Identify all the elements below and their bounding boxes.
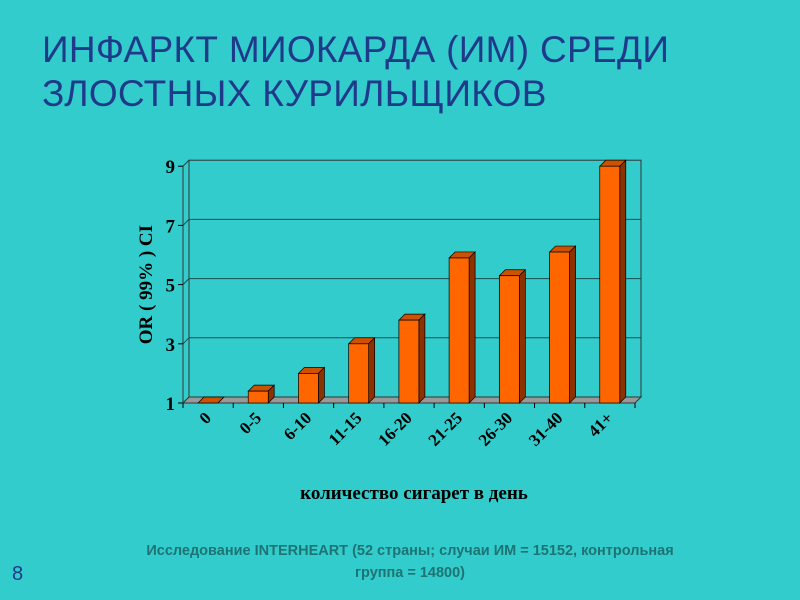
bar-side xyxy=(418,313,426,404)
x-axis-title: количество сигарет в день xyxy=(300,483,528,504)
bar-6-10 xyxy=(298,373,319,404)
title-line-2: ЗЛОСТНЫХ КУРИЛЬЩИКОВ xyxy=(42,73,547,114)
gridline-depth xyxy=(182,337,190,345)
bar-side xyxy=(368,336,376,404)
gridline-depth xyxy=(182,159,190,167)
x-tick-label: 31-40 xyxy=(525,408,566,449)
slide-title: ИНФАРКТ МИОКАРДА (ИМ) СРЕДИ ЗЛОСТНЫХ КУР… xyxy=(42,28,669,116)
bar-side xyxy=(217,396,225,404)
footnote-line-1: Исследование INTERHEART (52 страны; случ… xyxy=(146,543,674,559)
bar-0-5 xyxy=(247,390,269,404)
gridline-depth xyxy=(182,278,190,285)
bar-side xyxy=(619,159,627,404)
bar-side xyxy=(518,268,526,404)
y-tick-label: 3 xyxy=(166,335,176,356)
bar-16-20 xyxy=(398,319,420,404)
x-tick-label: 21-25 xyxy=(425,408,466,449)
x-tick-label: 0 xyxy=(195,408,214,427)
x-tick-label: 0-5 xyxy=(236,408,265,437)
title-line-1: ИНФАРКТ МИОКАРДА (ИМ) СРЕДИ xyxy=(42,29,670,70)
bar-21-25 xyxy=(448,257,470,404)
bar-26-30 xyxy=(498,275,520,404)
x-tick-label: 16-20 xyxy=(374,408,415,449)
x-tick-label: 11-15 xyxy=(325,408,366,449)
bar-side xyxy=(569,245,576,404)
bar-side xyxy=(468,251,476,404)
gridline-depth xyxy=(182,219,190,226)
y-axis-title: OR ( 99% ) CI xyxy=(136,225,157,344)
bar-31-40 xyxy=(549,251,570,404)
y-tick-label: 5 xyxy=(166,276,176,297)
footnote: Исследование INTERHEART (52 страны; случ… xyxy=(60,540,760,584)
y-tick-label: 7 xyxy=(166,216,176,237)
y-tick-label: 1 xyxy=(166,394,176,415)
x-tick-label: 41+ xyxy=(584,408,616,440)
y-tick-label: 9 xyxy=(166,157,176,178)
bar-11-15 xyxy=(348,343,370,404)
bar-41+ xyxy=(599,165,621,404)
page-number: 8 xyxy=(12,563,24,585)
x-tick-label: 26-30 xyxy=(475,408,516,449)
x-tick-label: 6-10 xyxy=(280,408,315,443)
bar-side xyxy=(318,366,325,404)
footnote-line-2: группа = 14800) xyxy=(354,565,466,581)
